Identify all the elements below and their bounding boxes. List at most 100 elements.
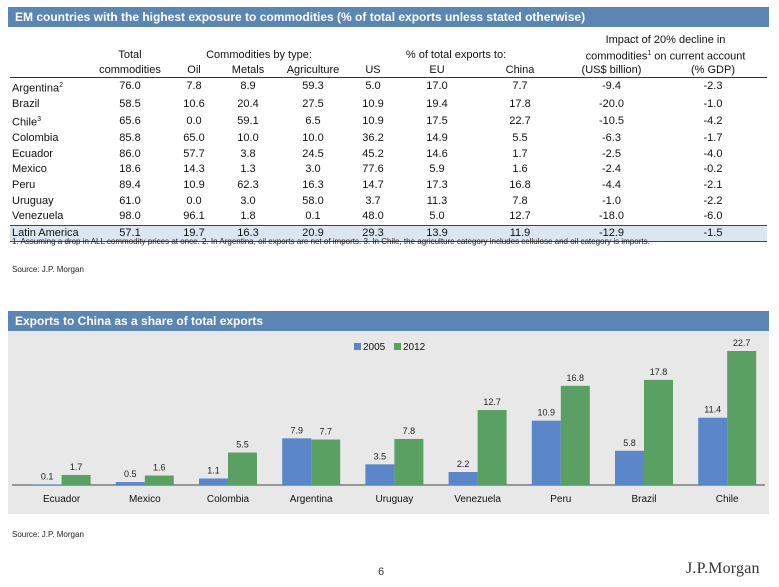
data-label: 16.8 bbox=[567, 373, 585, 383]
cell-gdp: -2.1 bbox=[703, 179, 723, 192]
page-number: 6 bbox=[378, 566, 385, 578]
cell-us: 77.6 bbox=[362, 163, 384, 176]
cell-us: 10.9 bbox=[362, 97, 384, 110]
impact-header-line2: commodities1 on current account bbox=[585, 50, 746, 63]
data-label: 0.1 bbox=[41, 471, 54, 481]
table-row: Chile3 65.6 0.0 59.1 6.5 10.9 17.5 22.7 -10.5 -4.… bbox=[10, 112, 767, 131]
data-label: 2.2 bbox=[457, 459, 470, 469]
cell-china: 22.7 bbox=[509, 114, 531, 127]
cell-usd: -4.4 bbox=[602, 179, 621, 192]
row-name: Brazil bbox=[12, 97, 40, 110]
cell-gdp: -4.2 bbox=[703, 114, 723, 127]
commodities-table: Impact of 20% decline in Total Commoditi… bbox=[10, 34, 768, 242]
cell-total: 58.5 bbox=[119, 97, 141, 110]
cell-metals: 3.8 bbox=[240, 147, 256, 160]
bar-2005-colombia bbox=[199, 478, 228, 485]
bar-2012-venezuela bbox=[477, 410, 507, 485]
cell-metals: 16.3 bbox=[218, 224, 278, 242]
cell-total: 57.1 bbox=[90, 224, 170, 242]
cell-us: 14.7 bbox=[362, 179, 384, 192]
cell-agri: 59.3 bbox=[302, 80, 324, 93]
table-title: EM countries with the highest exposure t… bbox=[8, 7, 769, 27]
legend-label: 2005 bbox=[363, 342, 386, 353]
cell-china: 7.8 bbox=[512, 194, 528, 207]
bar-2012-mexico bbox=[144, 475, 174, 485]
legend-swatch bbox=[354, 343, 361, 350]
cell-usd: -12.9 bbox=[564, 224, 659, 242]
cell-china: 1.6 bbox=[512, 163, 528, 176]
cell-agri: 16.3 bbox=[302, 179, 324, 192]
cell-us: 10.9 bbox=[362, 114, 384, 127]
cell-total: 65.6 bbox=[119, 114, 141, 127]
table-row: Ecuador 86.0 57.7 3.8 24.5 45.2 14.6 1.7 -2.5 -4.… bbox=[10, 146, 767, 162]
cell-oil: 14.3 bbox=[183, 163, 205, 176]
cell-usd: -6.3 bbox=[602, 132, 621, 144]
cell-oil: 0.0 bbox=[186, 194, 202, 207]
data-label: 5.8 bbox=[623, 438, 636, 448]
legend-label: 2012 bbox=[403, 342, 426, 353]
category-label: Peru bbox=[550, 494, 571, 505]
cell-eu: 14.9 bbox=[426, 132, 448, 144]
cell-china: 12.7 bbox=[509, 210, 531, 223]
data-label: 17.8 bbox=[650, 367, 668, 377]
cell-usd: -20.0 bbox=[598, 97, 625, 110]
col-metals: Metals bbox=[218, 63, 278, 78]
table-row: Colombia 85.8 65.0 10.0 10.0 36.2 14.9 5.5 -6.3 -… bbox=[10, 131, 767, 147]
data-label: 7.9 bbox=[290, 425, 303, 435]
cell-eu: 14.6 bbox=[426, 147, 448, 160]
cell-us: 45.2 bbox=[362, 147, 384, 160]
impact-header-line1: Impact of 20% decline in bbox=[605, 34, 726, 46]
cell-us: 5.0 bbox=[365, 80, 381, 93]
legend-swatch bbox=[394, 343, 401, 350]
cell-agri: 58.0 bbox=[302, 194, 324, 207]
cell-oil: 7.8 bbox=[186, 80, 202, 93]
cell-us: 3.7 bbox=[365, 194, 381, 207]
category-label: Venezuela bbox=[454, 494, 501, 505]
col-eu: EU bbox=[398, 63, 476, 78]
cell-eu: 5.0 bbox=[429, 210, 445, 223]
cell-total: 98.0 bbox=[119, 210, 141, 223]
cell-china: 5.5 bbox=[512, 132, 528, 144]
cell-china: 11.9 bbox=[476, 224, 564, 242]
cell-metals: 1.3 bbox=[240, 163, 256, 176]
row-name: Colombia bbox=[12, 132, 59, 144]
cell-oil: 96.1 bbox=[183, 210, 205, 223]
cell-oil: 57.7 bbox=[183, 147, 205, 160]
col-china: China bbox=[476, 63, 564, 78]
data-label: 5.5 bbox=[236, 440, 249, 450]
category-label: Brazil bbox=[631, 494, 656, 505]
table-row: Mexico 18.6 14.3 1.3 3.0 77.6 5.9 1.6 -2.4 -0.2 bbox=[10, 162, 767, 178]
cell-gdp: -1.0 bbox=[703, 97, 723, 110]
table-source: Source: J.P. Morgan bbox=[12, 265, 84, 274]
cell-china: 1.7 bbox=[512, 147, 528, 160]
cell-total: 85.8 bbox=[119, 132, 141, 144]
data-label: 11.4 bbox=[704, 405, 721, 415]
cell-oil: 65.0 bbox=[183, 132, 205, 144]
row-name: Latin America bbox=[10, 224, 90, 242]
bar-2005-brazil bbox=[615, 450, 644, 485]
bar-2012-peru bbox=[560, 385, 590, 485]
cell-agri: 0.1 bbox=[305, 210, 321, 223]
cell-oil: 19.7 bbox=[170, 224, 218, 242]
cell-metals: 3.0 bbox=[240, 194, 256, 207]
cell-gdp: -0.2 bbox=[703, 163, 723, 176]
cell-total: 18.6 bbox=[119, 163, 141, 176]
row-name: Chile3 bbox=[12, 116, 41, 129]
data-label: 1.7 bbox=[70, 462, 83, 472]
cell-total: 89.4 bbox=[119, 179, 141, 192]
row-name: Ecuador bbox=[12, 147, 53, 160]
col-oil: Oil bbox=[170, 63, 218, 78]
cell-agri: 3.0 bbox=[305, 163, 321, 176]
cell-china: 7.7 bbox=[512, 80, 528, 93]
cell-us: 36.2 bbox=[362, 132, 384, 144]
cell-eu: 17.3 bbox=[426, 179, 448, 192]
cell-metals: 62.3 bbox=[237, 179, 259, 192]
cell-agri: 10.0 bbox=[302, 132, 324, 144]
data-label: 12.7 bbox=[483, 397, 501, 407]
bar-2005-mexico bbox=[115, 482, 145, 485]
col-agriculture: Agriculture bbox=[278, 63, 348, 78]
cell-total: 76.0 bbox=[119, 80, 141, 93]
cell-metals: 8.9 bbox=[240, 80, 256, 93]
table-row: Uruguay 61.0 0.0 3.0 58.0 3.7 11.3 7.8 -1.0 -2.2 bbox=[10, 193, 767, 209]
cell-us: 48.0 bbox=[362, 210, 384, 223]
